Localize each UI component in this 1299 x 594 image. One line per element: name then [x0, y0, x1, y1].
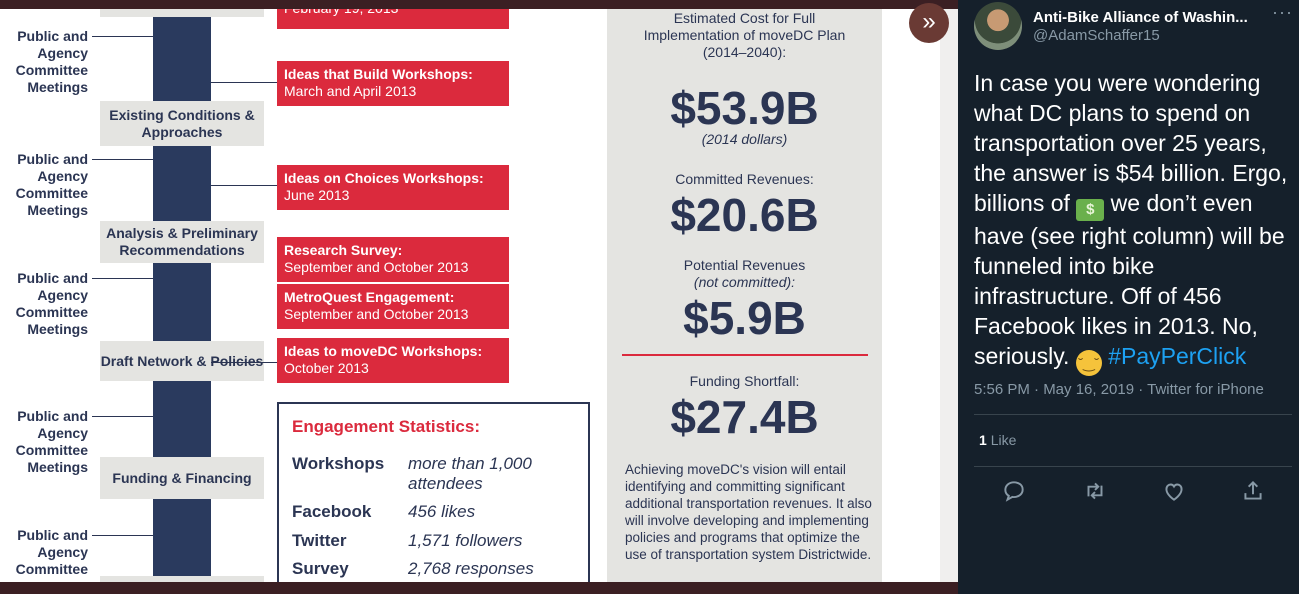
workshop-box: February 19, 2013 — [277, 9, 509, 29]
potential-revenues-value: $5.9B — [683, 292, 806, 344]
engagement-title: Engagement Statistics: — [292, 417, 480, 436]
avatar[interactable] — [974, 2, 1022, 50]
estimated-cost-value: $53.9B — [670, 82, 819, 134]
stage-box — [100, 9, 264, 17]
funding-shortfall-value: $27.4B — [670, 391, 819, 443]
divider — [974, 414, 1292, 415]
connector-line — [92, 159, 153, 160]
timeline-spine — [153, 146, 211, 221]
committed-revenues-label: Committed Revenues: — [675, 171, 814, 187]
potential-revenues-label: Potential Revenues — [683, 257, 806, 273]
connector-line — [211, 185, 277, 186]
workshop-title: Ideas that Build Workshops: — [284, 66, 473, 82]
tweet-text-part: we don’t even have (see right column) wi… — [974, 190, 1285, 369]
stage-box: Analysis & Preliminary Recommendations — [100, 221, 264, 263]
timeline-spine — [153, 263, 211, 341]
connector-line — [92, 416, 153, 417]
divider — [974, 466, 1292, 467]
workshop-box: Research Survey: September and October 2… — [277, 237, 509, 282]
workshop-title: MetroQuest Engagement: — [284, 289, 455, 305]
stage-box: Existing Conditions & Approaches — [100, 101, 264, 146]
more-icon[interactable]: ··· — [1272, 2, 1293, 22]
workshop-date: February 19, 2013 — [284, 9, 398, 17]
like-icon[interactable] — [1161, 478, 1187, 504]
display-name[interactable]: Anti-Bike Alliance of Washin... — [1033, 9, 1248, 26]
workshop-title: Ideas on Choices Workshops: — [284, 170, 484, 186]
image-edge — [940, 9, 958, 582]
engagement-value: 2,768 responses — [408, 559, 534, 578]
tweet-meta[interactable]: 5:56 PM · May 16, 2019 · Twitter for iPh… — [974, 381, 1264, 398]
tweet-text: In case you were wondering what DC plans… — [974, 68, 1294, 376]
workshop-box: Ideas on Choices Workshops: June 2013 — [277, 165, 509, 210]
retweet-icon[interactable] — [1082, 478, 1108, 504]
like-count-label: Like — [990, 432, 1017, 448]
public-agency-label: Public and Agency Committee Meetings — [15, 270, 88, 337]
public-agency-label: Public and Agency Committee Meetings — [15, 408, 88, 475]
reply-icon[interactable] — [1001, 478, 1027, 504]
workshop-date: March and April 2013 — [284, 83, 417, 99]
hashtag-link[interactable]: #PayPerClick — [1108, 343, 1247, 369]
workshop-title: Research Survey: — [284, 242, 403, 258]
engagement-label: Twitter — [292, 531, 347, 550]
workshop-date: September and October 2013 — [284, 306, 469, 322]
public-agency-label: Public and Agency Committee Meetings — [15, 151, 88, 218]
timeline-spine — [153, 9, 211, 101]
connector-line — [92, 36, 153, 37]
stage-box: Funding & Financing — [100, 457, 264, 499]
estimated-cost-label: Estimated Cost for Full Implementation o… — [643, 10, 846, 60]
committed-revenues-value: $20.6B — [670, 189, 819, 241]
engagement-label: Facebook — [292, 502, 372, 521]
expand-arrows-icon[interactable]: » — [909, 3, 949, 43]
workshop-box: Ideas to moveDC Workshops: October 2013 — [277, 338, 509, 383]
stage-box — [100, 576, 264, 582]
workshop-title: Ideas to moveDC Workshops: — [284, 343, 483, 359]
timeline-spine — [153, 381, 211, 457]
like-count-number: 1 — [979, 432, 987, 448]
engagement-label: Survey — [292, 559, 349, 578]
engagement-value: 456 likes — [408, 502, 476, 521]
face-icon: ˘‿˘ — [1075, 350, 1102, 376]
engagement-value: more than 1,000 attendees — [408, 454, 532, 493]
cost-explanation: Achieving moveDC's vision will entail id… — [625, 462, 872, 562]
engagement-row: Workshops more than 1,000 attendees — [292, 454, 582, 494]
connector-line — [211, 82, 277, 83]
share-icon[interactable] — [1240, 478, 1266, 504]
engagement-label: Workshops — [292, 454, 385, 473]
workshop-date: June 2013 — [284, 187, 350, 203]
workshop-box: Ideas that Build Workshops: March and Ap… — [277, 61, 509, 106]
divider-line — [622, 354, 868, 356]
media-viewer[interactable]: February 19, 2013 Public and Agency Comm… — [0, 0, 958, 594]
workshop-date: September and October 2013 — [284, 259, 469, 275]
media-bottom-bar — [0, 582, 958, 594]
tweet-text-part: In case you were wondering what DC plans… — [974, 70, 1288, 216]
workshop-date: October 2013 — [284, 360, 369, 376]
infographic-image: February 19, 2013 Public and Agency Comm… — [0, 9, 940, 582]
engagement-value: 1,571 followers — [408, 531, 523, 550]
cost-panel: Estimated Cost for Full Implementation o… — [607, 9, 882, 582]
stage-box: Draft Network & Policies — [100, 341, 264, 381]
money-icon: $ — [1076, 199, 1105, 221]
media-top-bar — [0, 0, 958, 9]
connector-line — [92, 535, 153, 536]
user-handle[interactable]: @AdamSchaffer15 — [1033, 27, 1160, 44]
timeline-spine — [153, 499, 211, 582]
potential-revenues-note: (not committed): — [693, 274, 796, 290]
public-agency-label: Public and Agency Committee — [15, 527, 88, 577]
connector-line — [92, 278, 153, 279]
engagement-statistics-box: Engagement Statistics: Workshops more th… — [277, 402, 590, 582]
public-agency-label: Public and Agency Committee Meetings — [15, 28, 88, 95]
estimated-cost-note: (2014 dollars) — [701, 131, 788, 147]
funding-shortfall-label: Funding Shortfall: — [689, 373, 800, 389]
workshop-box: MetroQuest Engagement: September and Oct… — [277, 284, 509, 329]
likes-count[interactable]: 1 Like — [979, 432, 1016, 448]
tweet-panel: Anti-Bike Alliance of Washin... @AdamSch… — [958, 0, 1299, 594]
connector-line — [211, 362, 277, 363]
